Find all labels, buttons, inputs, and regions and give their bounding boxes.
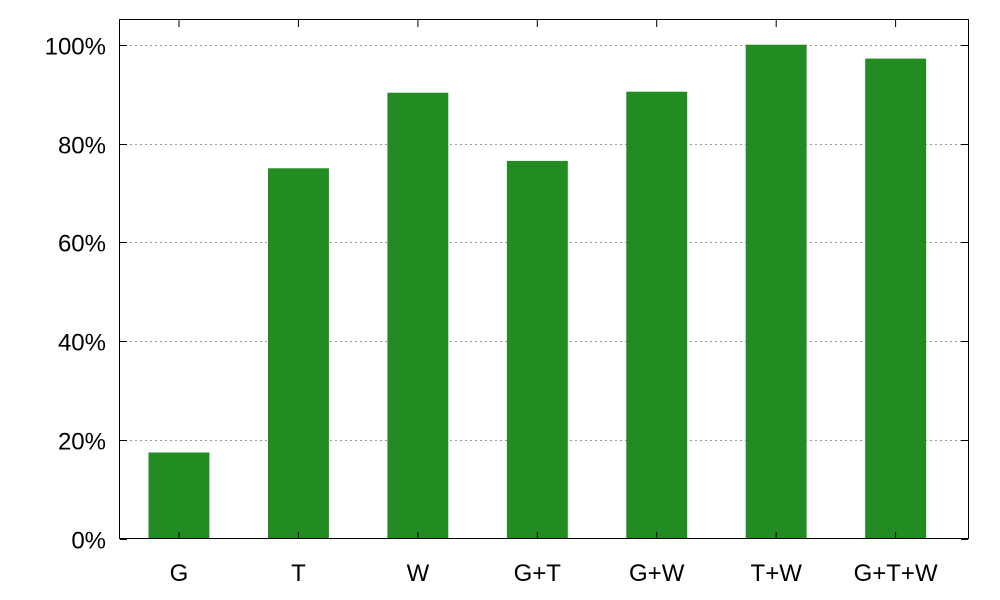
bar-g-t [506,160,568,539]
x-tick-label: G+T+W [854,560,938,587]
bar-g [148,452,210,539]
x-tick-label: G [170,560,189,587]
plot-frame [119,19,969,539]
x-tick-label: G+W [629,560,685,587]
y-tick-label: 100% [45,34,106,61]
y-tick-label: 80% [58,133,106,160]
y-axis-ticks: 0% 20% 40% 60% 80% 100% [45,34,968,555]
x-tick-label: T+W [751,560,803,587]
bar-t [268,168,329,540]
x-axis-ticks: G T W G+T G+W T+W G+T+W [170,20,938,587]
bar-g-t-w [865,58,927,539]
x-tick-label: T [291,560,306,587]
y-tick-label: 60% [58,231,106,258]
y-tick-label: 20% [58,429,106,456]
bars [148,44,927,540]
y-tick-label: 40% [58,330,106,357]
grid-lines [120,45,968,441]
bar-w [387,92,449,539]
bar-g-w [626,91,688,539]
x-tick-label: G+T [514,560,562,587]
x-tick-label: W [407,560,430,587]
y-tick-label: 0% [71,528,106,555]
bar-t-w [745,44,807,539]
